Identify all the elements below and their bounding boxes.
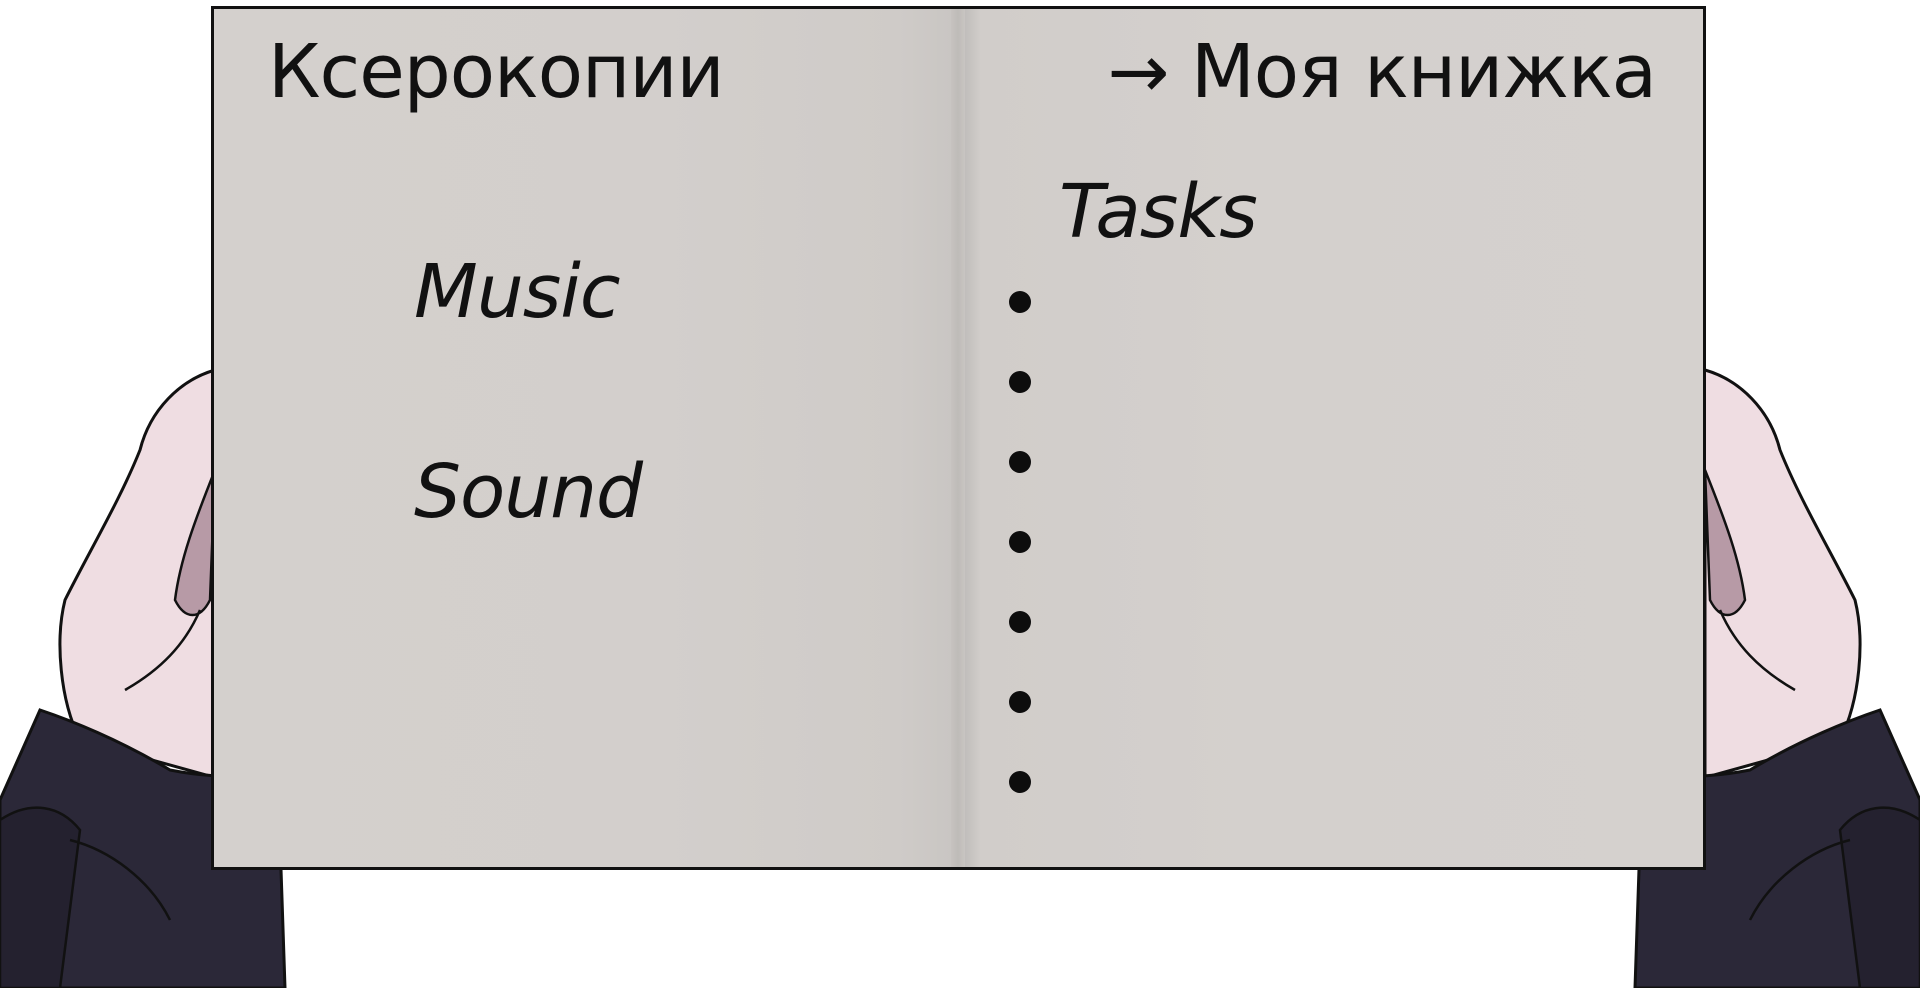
menu-item-music[interactable]: Music bbox=[414, 249, 621, 335]
page-title-photocopies: Ксерокопии bbox=[268, 29, 725, 115]
right-hand-icon bbox=[1608, 368, 1920, 988]
left-page: Ксерокопии Music Sound bbox=[214, 9, 951, 867]
nav-link-my-book[interactable]: → Моя книжка bbox=[1107, 29, 1657, 115]
tasks-heading: Tasks bbox=[1059, 169, 1258, 255]
task-item[interactable] bbox=[1009, 771, 1509, 851]
task-item[interactable] bbox=[1009, 451, 1509, 531]
bullet-icon bbox=[1009, 371, 1031, 393]
bullet-icon bbox=[1009, 291, 1031, 313]
notebook: Ксерокопии Music Sound → Моя книжка Task… bbox=[211, 6, 1706, 870]
task-item[interactable] bbox=[1009, 691, 1509, 771]
task-list bbox=[1009, 291, 1509, 851]
right-page: → Моя книжка Tasks bbox=[965, 9, 1706, 867]
task-item[interactable] bbox=[1009, 371, 1509, 451]
task-item[interactable] bbox=[1009, 291, 1509, 371]
bullet-icon bbox=[1009, 531, 1031, 553]
bullet-icon bbox=[1009, 771, 1031, 793]
bullet-icon bbox=[1009, 611, 1031, 633]
task-item[interactable] bbox=[1009, 611, 1509, 691]
bullet-icon bbox=[1009, 451, 1031, 473]
bullet-icon bbox=[1009, 691, 1031, 713]
task-item[interactable] bbox=[1009, 531, 1509, 611]
book-spine bbox=[951, 9, 965, 867]
menu-item-sound[interactable]: Sound bbox=[414, 449, 643, 535]
